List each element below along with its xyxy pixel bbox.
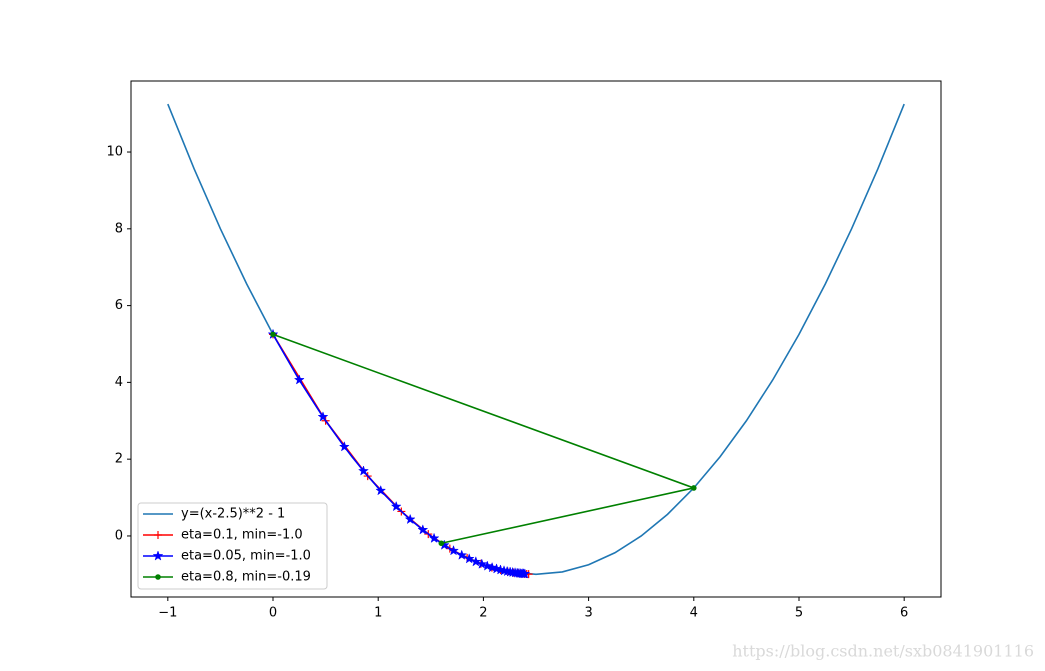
marker: [152, 550, 164, 561]
marker: [338, 441, 350, 452]
x-tick-label: 1: [374, 606, 382, 621]
legend-label: eta=0.1, min=-1.0: [181, 528, 303, 543]
x-tick-label: 4: [690, 606, 698, 621]
marker: [690, 485, 697, 491]
marker: [519, 568, 531, 579]
marker: [270, 331, 276, 338]
marker: [476, 558, 488, 569]
y-tick-label: 0: [115, 528, 123, 543]
marker: [470, 556, 482, 567]
marker: [438, 540, 445, 547]
x-tick-label: 0: [269, 606, 277, 621]
marker: [358, 465, 369, 476]
marker: [404, 513, 416, 525]
marker: [155, 574, 161, 580]
y-tick-label: 2: [115, 452, 123, 467]
marker: [456, 549, 468, 560]
marker: [317, 411, 329, 422]
marker: [481, 560, 493, 571]
y-tick-label: 6: [115, 298, 123, 313]
plot-area: [167, 103, 905, 579]
marker: [448, 544, 460, 556]
x-tick-label: 5: [795, 606, 803, 621]
marker: [428, 532, 440, 543]
x-tick-label: 6: [900, 606, 908, 621]
legend: y=(x-2.5)**2 - 1 eta=0.1, min=-1.0 eta=0.0…: [137, 502, 328, 590]
marker: [375, 484, 387, 496]
axes-frame: [130, 80, 942, 598]
x-tick-label: −1: [158, 606, 177, 621]
marker: [293, 374, 305, 385]
marker: [463, 553, 475, 564]
marker: [154, 531, 162, 539]
marker: [390, 500, 402, 512]
legend-label: eta=0.05, min=-1.0: [181, 549, 311, 564]
legend-box: [137, 502, 328, 590]
marker: [417, 524, 429, 535]
legend-label: y=(x-2.5)**2 - 1: [181, 507, 285, 522]
legend-label: eta=0.8, min=-0.19: [181, 570, 311, 585]
y-tick-label: 4: [115, 375, 123, 390]
x-tick-label: 3: [584, 606, 592, 621]
y-tick-label: 10: [106, 145, 123, 160]
x-tick-label: 2: [479, 606, 487, 621]
watermark: https://blog.csdn.net/sxb0841901116: [732, 642, 1034, 661]
y-tick-label: 8: [115, 221, 123, 236]
